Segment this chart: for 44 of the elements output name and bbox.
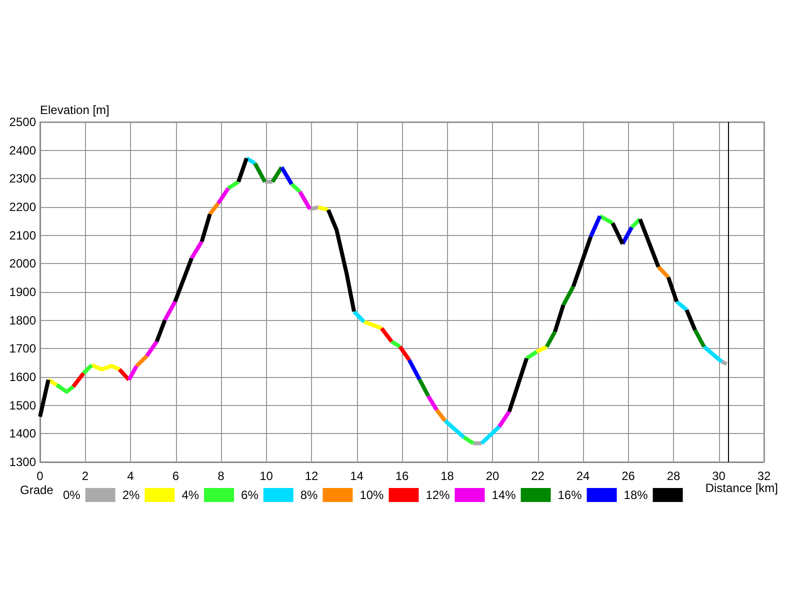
legend-label: 6% [241,488,259,502]
x-tick-label: 30 [712,469,726,483]
y-tick-label: 2200 [9,200,36,214]
legend-label: 12% [426,488,450,502]
x-tick-label: 0 [36,469,44,483]
legend-label: 0% [63,488,81,502]
legend-label: 16% [558,488,582,502]
x-tick-label: 4 [127,469,134,483]
x-tick-label: 24 [576,469,590,483]
y-tick-label: 1600 [9,370,36,384]
legend-label: 8% [300,488,318,502]
legend-title: Grade [20,483,54,497]
x-tick-label: 28 [666,469,680,483]
legend-label: 14% [492,488,516,502]
y-tick-label: 2300 [9,172,36,186]
y-tick-label: 1700 [9,342,36,356]
y-tick-label: 2400 [9,143,36,158]
y-axis-title: Elevation [m] [40,103,110,117]
legend-label: 4% [182,488,200,502]
y-tick-label: 2500 [9,115,36,129]
x-tick-label: 20 [486,469,500,483]
y-tick-label: 1800 [9,313,36,328]
x-tick-label: 2 [82,469,89,483]
y-tick-label: 1400 [9,426,36,441]
x-tick-label: 10 [260,469,274,483]
y-tick-label: 1900 [9,285,36,299]
line-series [326,208,356,314]
y-tick-label: 2000 [9,256,36,271]
y-tick-label: 2100 [9,228,36,242]
x-tick-label: 6 [172,469,180,483]
legend-label: 18% [624,488,648,502]
legend-label: 2% [122,488,140,502]
x-tick-label: 12 [304,469,318,483]
x-tick-label: 26 [622,469,636,483]
x-tick-label: 18 [440,469,454,483]
x-tick-label: 8 [218,469,225,483]
x-tick-label: 14 [350,469,364,483]
x-tick-label: 32 [757,469,771,483]
y-tick-label: 1300 [9,455,36,469]
legend-label: 10% [360,488,384,502]
x-axis-title: Distance [km] [705,481,778,495]
y-tick-label: 1500 [9,398,36,412]
x-tick-label: 22 [531,469,545,483]
x-tick-label: 16 [395,469,409,483]
